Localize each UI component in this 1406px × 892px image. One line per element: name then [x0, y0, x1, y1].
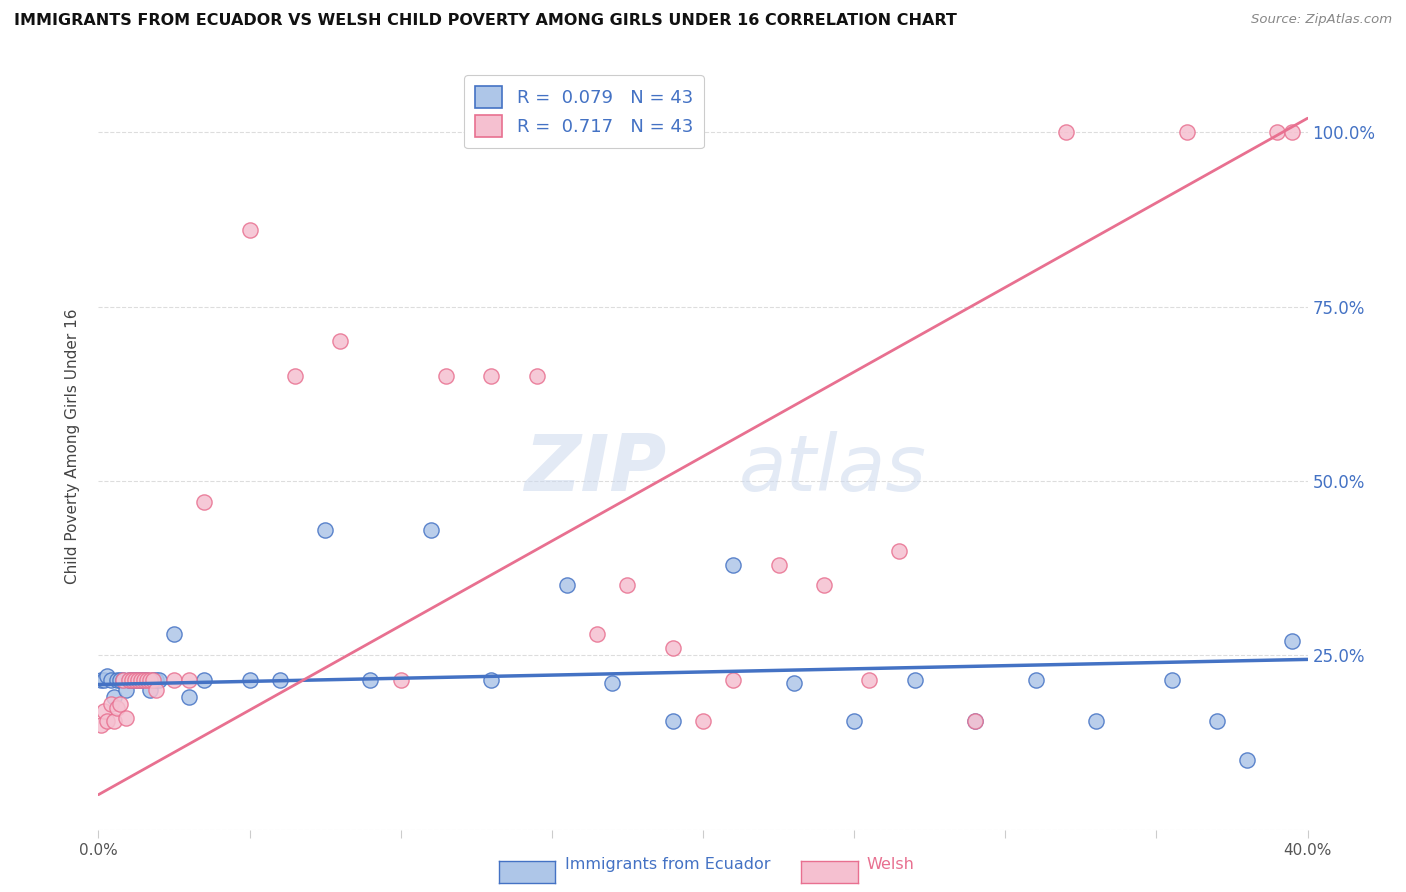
Text: Immigrants from Ecuador: Immigrants from Ecuador	[565, 857, 770, 872]
Point	[100, 673, 122, 687]
Point	[329, 334, 352, 349]
Point	[768, 558, 790, 572]
Point	[127, 673, 149, 687]
Point	[139, 683, 162, 698]
Point	[124, 673, 146, 687]
Point	[105, 700, 128, 714]
Point	[434, 369, 457, 384]
Point	[616, 578, 638, 592]
Text: IMMIGRANTS FROM ECUADOR VS WELSH CHILD POVERTY AMONG GIRLS UNDER 16 CORRELATION : IMMIGRANTS FROM ECUADOR VS WELSH CHILD P…	[14, 13, 957, 29]
Point	[129, 673, 152, 687]
Point	[1281, 125, 1303, 139]
Point	[193, 495, 215, 509]
Point	[360, 673, 382, 687]
Point	[139, 673, 162, 687]
Point	[1054, 125, 1077, 139]
Y-axis label: Child Poverty Among Girls Under 16: Child Poverty Among Girls Under 16	[65, 309, 80, 583]
Point	[145, 673, 167, 687]
Point	[103, 690, 125, 704]
Point	[844, 714, 866, 729]
Point	[314, 523, 336, 537]
Point	[481, 369, 503, 384]
Point	[1281, 634, 1303, 648]
Point	[1236, 753, 1258, 767]
Point	[111, 673, 134, 687]
Point	[142, 673, 165, 687]
Point	[1024, 673, 1046, 687]
Point	[661, 714, 683, 729]
Point	[179, 690, 201, 704]
Point	[889, 543, 911, 558]
Point	[813, 578, 835, 592]
Point	[239, 223, 262, 237]
Point	[142, 673, 165, 687]
Point	[124, 673, 146, 687]
Point	[555, 578, 578, 592]
Point	[129, 673, 152, 687]
Point	[100, 697, 122, 711]
Text: atlas: atlas	[740, 431, 927, 507]
Point	[723, 673, 745, 687]
Text: Welsh: Welsh	[866, 857, 914, 872]
Point	[90, 718, 112, 732]
Point	[239, 673, 262, 687]
Point	[1160, 673, 1182, 687]
Point	[93, 673, 115, 687]
Point	[1175, 125, 1198, 139]
Point	[96, 714, 118, 729]
Point	[127, 673, 149, 687]
Point	[420, 523, 443, 537]
Point	[692, 714, 714, 729]
Point	[108, 673, 131, 687]
Point	[179, 673, 201, 687]
Point	[121, 673, 143, 687]
Point	[586, 627, 609, 641]
Point	[96, 669, 118, 683]
Point	[389, 673, 412, 687]
Point	[602, 676, 624, 690]
Point	[1206, 714, 1229, 729]
Point	[118, 673, 141, 687]
Point	[965, 714, 987, 729]
Point	[148, 673, 170, 687]
Point	[103, 714, 125, 729]
Point	[145, 683, 167, 698]
Point	[1085, 714, 1108, 729]
Point	[858, 673, 880, 687]
Point	[163, 627, 186, 641]
Point	[193, 673, 215, 687]
Point	[105, 673, 128, 687]
Point	[135, 673, 157, 687]
Point	[269, 673, 291, 687]
Point	[135, 673, 157, 687]
Point	[1267, 125, 1289, 139]
Point	[132, 673, 155, 687]
Point	[723, 558, 745, 572]
Point	[114, 683, 136, 698]
Point	[284, 369, 307, 384]
Point	[481, 673, 503, 687]
Point	[904, 673, 927, 687]
Legend: R =  0.079   N = 43, R =  0.717   N = 43: R = 0.079 N = 43, R = 0.717 N = 43	[464, 75, 704, 148]
Point	[783, 676, 806, 690]
Point	[526, 369, 548, 384]
Point	[111, 673, 134, 687]
Text: ZIP: ZIP	[524, 431, 666, 507]
Point	[965, 714, 987, 729]
Point	[661, 641, 683, 656]
Point	[114, 711, 136, 725]
Point	[163, 673, 186, 687]
Point	[121, 673, 143, 687]
Text: Source: ZipAtlas.com: Source: ZipAtlas.com	[1251, 13, 1392, 27]
Point	[90, 673, 112, 687]
Point	[93, 704, 115, 718]
Point	[118, 673, 141, 687]
Point	[108, 697, 131, 711]
Point	[132, 673, 155, 687]
